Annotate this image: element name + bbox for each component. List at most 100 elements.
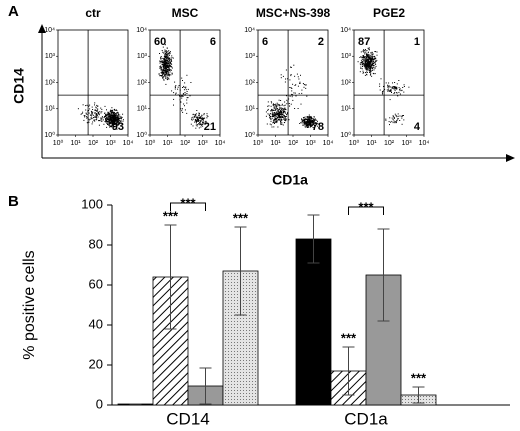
event-dot: [373, 65, 375, 67]
event-dot: [163, 63, 165, 65]
event-dot: [394, 90, 396, 92]
event-dot: [362, 55, 364, 57]
event-dot: [161, 72, 163, 74]
event-dot: [403, 119, 405, 121]
significance: ***: [180, 195, 196, 210]
y-tick-label: 10⁴: [44, 27, 55, 34]
event-dot: [179, 95, 180, 97]
event-dot: [167, 67, 169, 68]
event-dot: [163, 52, 165, 54]
event-dot: [393, 86, 395, 88]
event-dot: [360, 59, 362, 61]
event-dot: [161, 71, 163, 73]
event-dot: [116, 128, 118, 130]
event-dot: [164, 56, 166, 57]
event-dot: [363, 57, 365, 58]
event-dot: [183, 85, 185, 87]
event-dot: [367, 57, 369, 59]
event-dot: [281, 112, 282, 114]
event-dot: [203, 122, 205, 124]
event-dot: [305, 116, 307, 118]
event-dot: [279, 119, 281, 121]
event-dot: [362, 61, 364, 63]
event-dot: [161, 50, 163, 51]
event-dot: [289, 95, 291, 97]
event-dot: [186, 112, 188, 114]
event-dot: [367, 64, 369, 66]
event-dot: [191, 117, 193, 119]
event-dot: [281, 109, 283, 110]
event-dot: [366, 57, 368, 59]
event-dot: [270, 118, 271, 120]
event-dot: [309, 121, 311, 123]
event-dot: [301, 118, 302, 120]
y-tick-label: 10¹: [245, 106, 256, 113]
event-dot: [194, 114, 196, 116]
event-dot: [361, 56, 363, 58]
event-dot: [304, 116, 306, 118]
event-dot: [267, 105, 269, 107]
event-dot: [369, 56, 371, 58]
event-dot: [401, 115, 403, 117]
event-dot: [97, 111, 99, 113]
event-dot: [194, 119, 196, 121]
event-dot: [159, 53, 160, 54]
event-dot: [113, 122, 115, 124]
event-dot: [166, 47, 168, 49]
event-dot: [206, 117, 208, 119]
event-dot: [181, 77, 183, 79]
event-dot: [364, 66, 366, 68]
event-dot: [292, 83, 294, 85]
event-dot: [303, 122, 305, 124]
event-dot: [117, 115, 119, 117]
event-dot: [267, 113, 269, 115]
event-dot: [307, 120, 309, 122]
event-dot: [276, 115, 278, 117]
event-dot: [111, 124, 113, 126]
event-dot: [366, 69, 368, 71]
event-dot: [171, 69, 172, 71]
event-dot: [164, 53, 166, 55]
event-dot: [101, 118, 103, 120]
event-dot: [302, 124, 304, 126]
event-dot: [399, 115, 401, 117]
event-dot: [273, 114, 275, 116]
event-dot: [89, 114, 91, 116]
event-dot: [93, 119, 95, 121]
event-dot: [165, 74, 167, 76]
event-dot: [366, 53, 368, 55]
event-dot: [109, 116, 111, 117]
event-dot: [162, 77, 164, 79]
event-dot: [308, 117, 310, 119]
event-dot: [275, 105, 277, 107]
event-dot: [369, 63, 371, 65]
event-dot: [163, 70, 165, 71]
event-dot: [192, 116, 194, 118]
event-dot: [397, 113, 399, 115]
y-tick-label: 10²: [245, 79, 256, 86]
event-dot: [171, 57, 173, 59]
event-dot: [184, 82, 186, 84]
event-dot: [199, 121, 201, 123]
event-dot: [114, 116, 116, 118]
event-dot: [394, 86, 396, 88]
event-dot: [167, 51, 169, 53]
event-dot: [366, 60, 368, 61]
event-dot: [164, 59, 166, 61]
event-dot: [98, 124, 100, 126]
event-dot: [192, 125, 194, 127]
event-dot: [369, 49, 370, 51]
event-dot: [369, 55, 371, 57]
event-dot: [376, 59, 378, 61]
event-dot: [366, 54, 367, 56]
event-dot: [286, 95, 287, 97]
event-dot: [366, 55, 367, 57]
event-dot: [285, 119, 287, 121]
event-dot: [115, 124, 117, 125]
event-dot: [396, 119, 398, 121]
event-dot: [305, 87, 307, 89]
event-dot: [169, 64, 171, 66]
event-dot: [163, 64, 165, 66]
y-tick-label: 10²: [341, 79, 352, 86]
event-dot: [312, 118, 314, 119]
